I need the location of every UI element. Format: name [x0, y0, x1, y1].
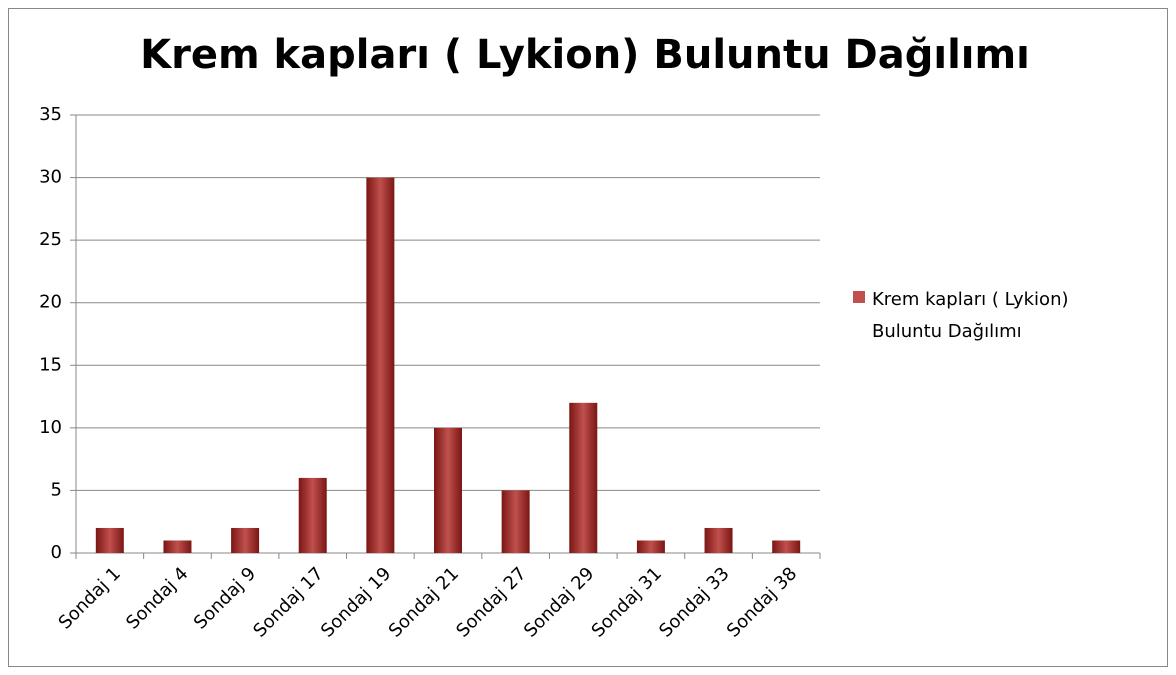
y-tick-label: 30	[39, 167, 62, 188]
chart-title: Krem kapları ( Lykion) Buluntu Dağılımı	[140, 32, 1030, 78]
bar	[636, 540, 665, 553]
chart-border	[8, 8, 1168, 667]
y-tick-label: 25	[39, 229, 62, 250]
bar	[501, 490, 530, 553]
legend-label: Krem kapları ( Lykion) Buluntu Dağılımı	[872, 289, 1069, 342]
bar	[434, 427, 462, 553]
bar	[163, 540, 192, 553]
bar	[366, 177, 395, 554]
bar	[704, 527, 733, 553]
y-tick-label: 35	[39, 104, 62, 125]
y-tick-label: 10	[39, 417, 62, 438]
y-tick-label: 20	[39, 292, 62, 313]
legend-key	[853, 291, 865, 303]
bar	[298, 477, 327, 553]
y-tick-label: 5	[51, 479, 62, 500]
bar	[569, 402, 598, 553]
y-tick-label: 0	[51, 542, 62, 563]
bar	[231, 527, 260, 553]
y-tick-label: 15	[39, 354, 62, 375]
bar	[95, 527, 124, 553]
bar	[772, 540, 801, 553]
